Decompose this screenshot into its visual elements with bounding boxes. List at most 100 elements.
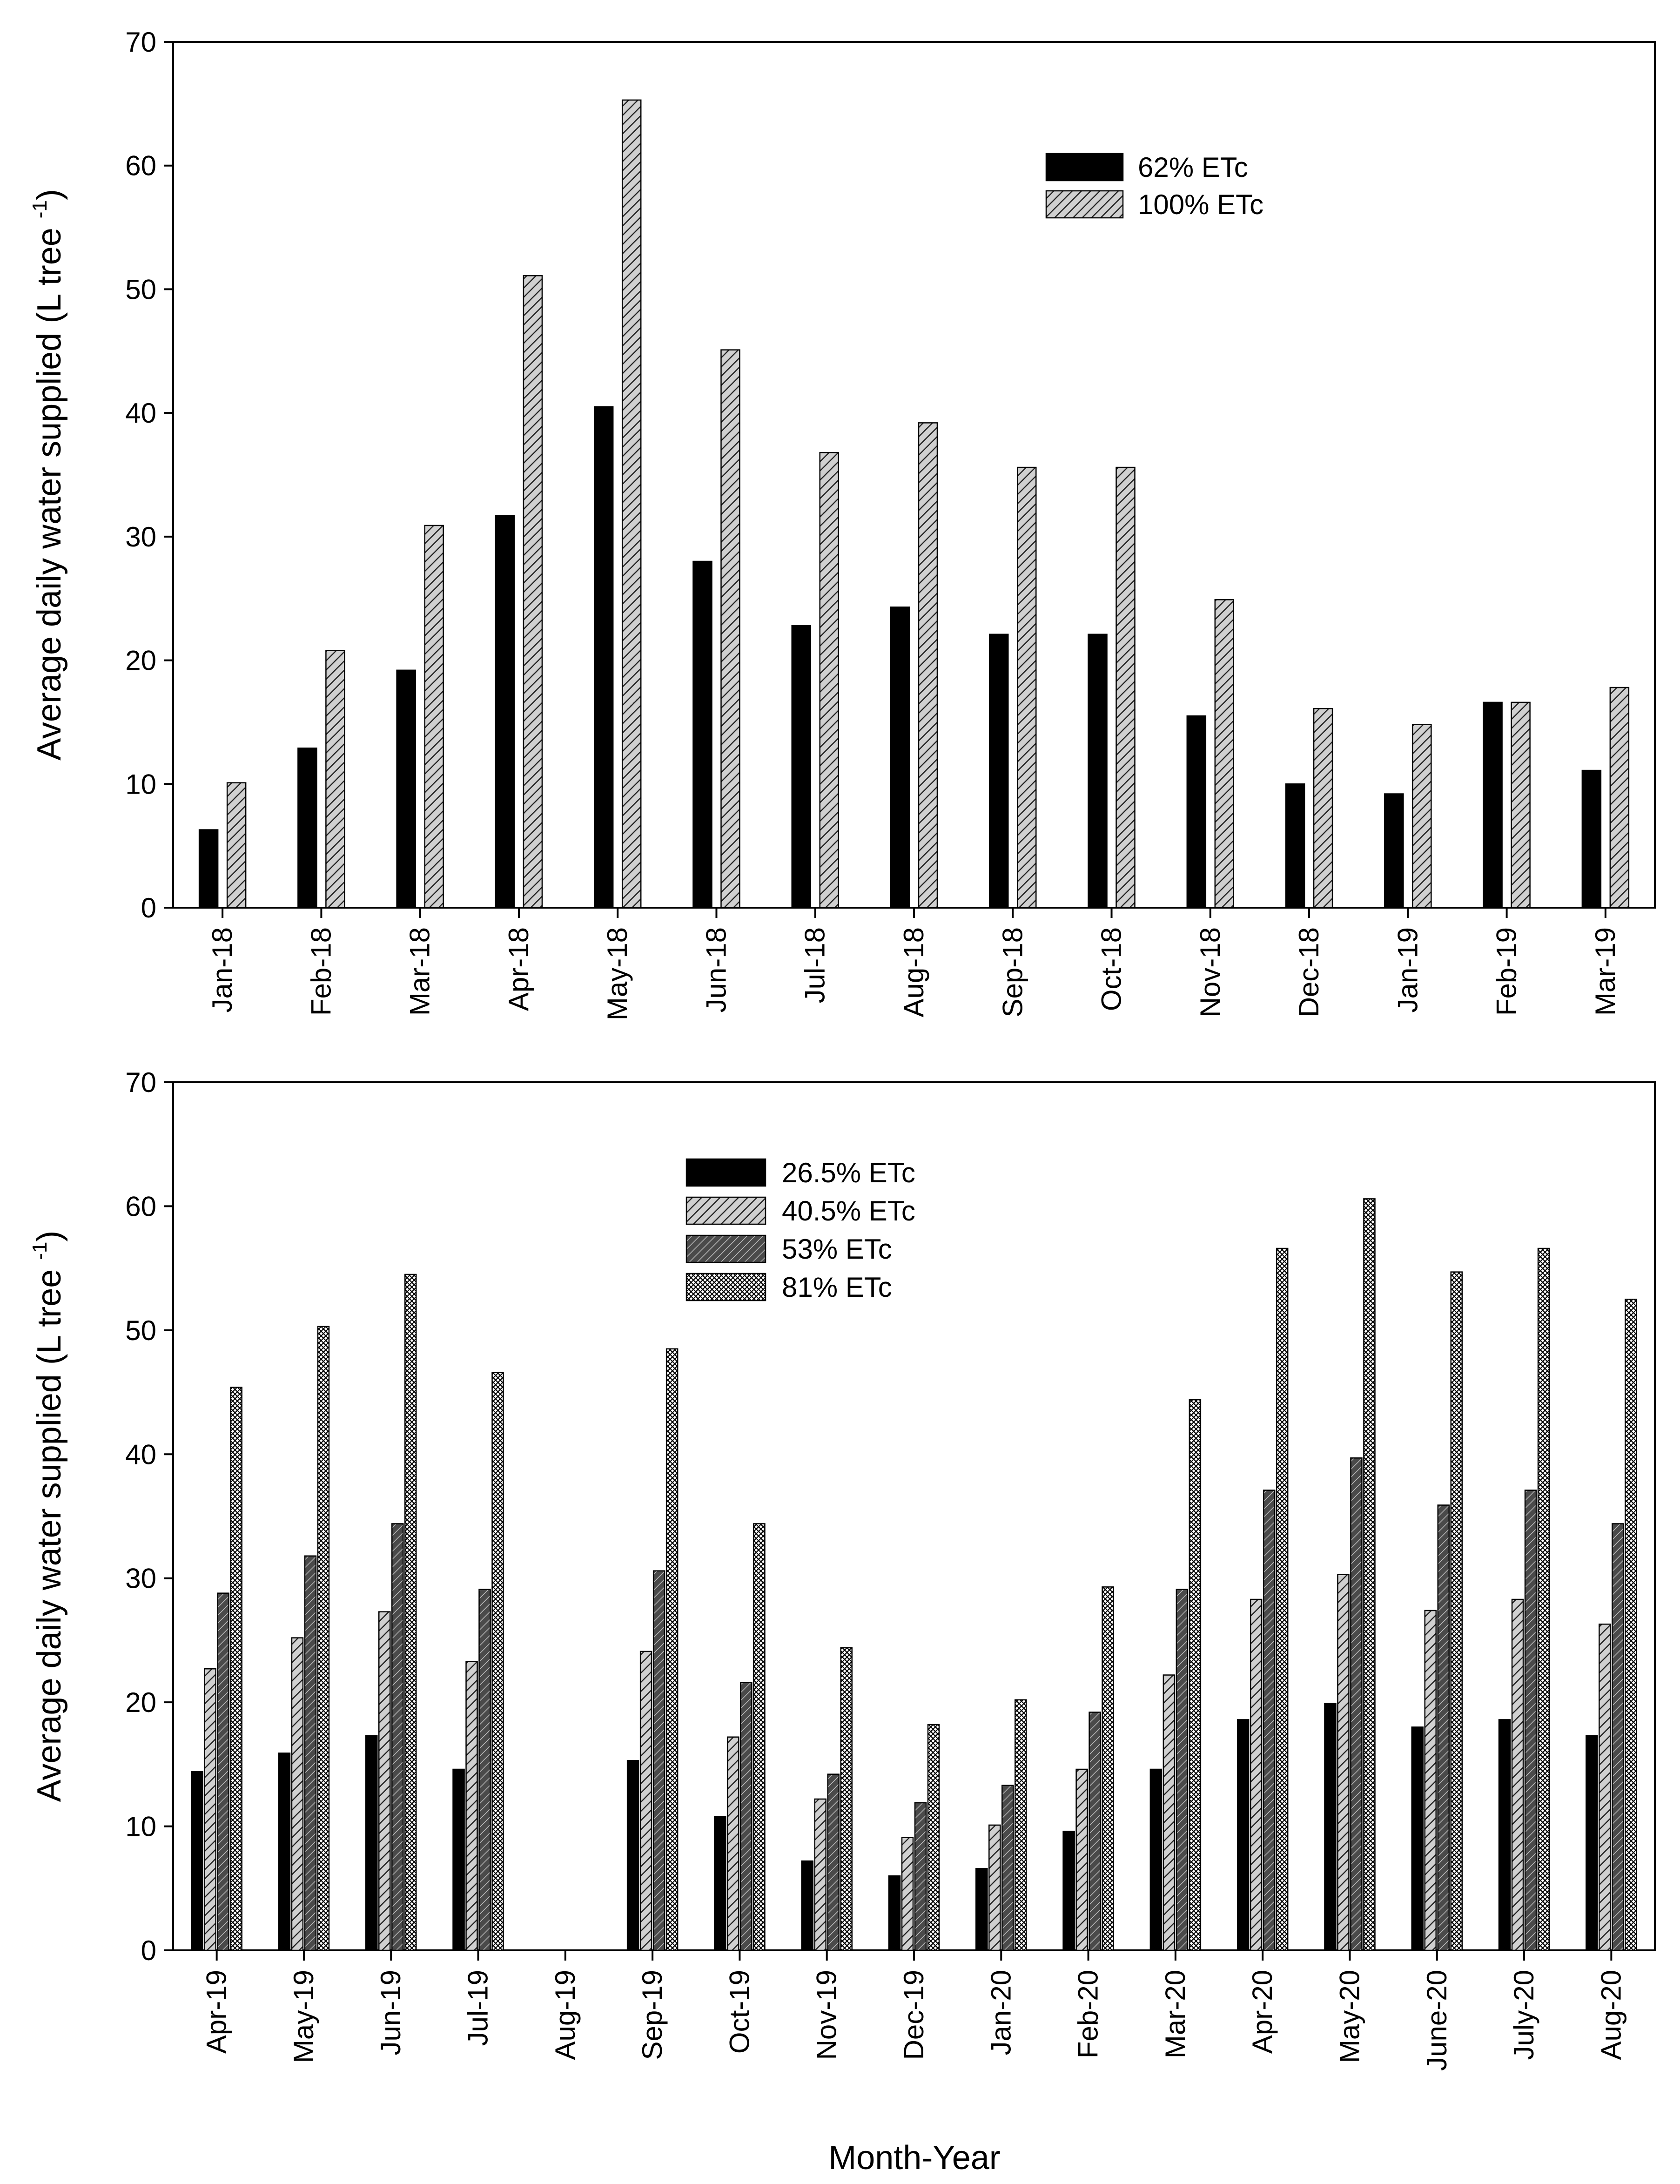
legend: 62% ETc 100% ETc: [1045, 152, 1263, 220]
x-tick-label: Feb-20: [1073, 1970, 1104, 2058]
x-tick-label: Apr-20: [1247, 1970, 1278, 2054]
x-tick-label: May-19: [288, 1970, 319, 2063]
bar: [1276, 1247, 1289, 1951]
x-tick-label: May-18: [602, 927, 633, 1020]
bar: [291, 1637, 304, 1951]
bar: [801, 1860, 813, 1951]
x-tick-label: Jan-19: [1392, 927, 1423, 1012]
y-tick-label: 0: [141, 1935, 156, 1966]
bar: [278, 1753, 291, 1951]
bar: [1412, 724, 1432, 909]
y-axis-title: Average daily water supplied (L tree -1): [28, 1231, 68, 1802]
x-tick-label: Sep-18: [997, 927, 1028, 1017]
bar: [478, 1589, 491, 1951]
y-tick-label: 30: [125, 1563, 156, 1594]
x-axis-title: Month-Year: [828, 2139, 1001, 2177]
y-tick-label: 40: [125, 398, 156, 429]
bar: [989, 634, 1009, 909]
x-tick-label: Aug-20: [1595, 1970, 1626, 2060]
legend-label: 81% ETc: [782, 1272, 892, 1303]
bar: [1313, 708, 1333, 909]
legend-swatch: [685, 1158, 766, 1187]
bar: [727, 1736, 739, 1951]
y-tick-label: 50: [125, 274, 156, 305]
x-tick-label: Oct-19: [724, 1970, 755, 2054]
bar: [692, 560, 712, 909]
y-tick-label: 20: [125, 645, 156, 676]
x-tick-label: Feb-18: [305, 927, 336, 1016]
bar: [391, 1523, 404, 1951]
bar: [1511, 701, 1531, 909]
y-tick-label: 60: [125, 150, 156, 182]
bar: [495, 515, 515, 909]
bar: [304, 1555, 317, 1951]
bar: [297, 747, 317, 909]
bar: [1017, 466, 1037, 909]
bar: [1189, 1399, 1202, 1951]
bar: [840, 1647, 853, 1951]
legend-swatch: [1045, 153, 1124, 182]
bar: [1214, 599, 1235, 909]
x-tick-label: Mar-19: [1590, 927, 1621, 1016]
bar: [1363, 1198, 1376, 1951]
bar: [1062, 1830, 1075, 1951]
x-tick-label: Jul-19: [463, 1970, 494, 2046]
bar: [1176, 1589, 1189, 1951]
bar: [1236, 1719, 1250, 1951]
y-tick-label: 10: [125, 1811, 156, 1842]
bar: [1586, 1735, 1598, 1951]
bar: [191, 1771, 203, 1951]
x-tick-label: Aug-19: [550, 1970, 581, 2060]
y-tick-label: 70: [125, 27, 156, 58]
bar: [1350, 1457, 1363, 1951]
bar: [1612, 1523, 1624, 1951]
y-tick-label: 0: [141, 892, 156, 923]
bar: [1001, 1785, 1014, 1951]
legend: 26.5% ETc 40.5% ETc 53% ETc 81% ETc: [685, 1157, 915, 1303]
bar: [740, 1682, 753, 1951]
bar: [198, 829, 219, 909]
bar: [230, 1387, 242, 1951]
bar: [890, 607, 910, 909]
bar: [621, 99, 642, 909]
bar: [1337, 1574, 1350, 1951]
chart-panel-top: 0 10 20 30 40 50 60 70 Average daily water suppl…: [28, 27, 1656, 1020]
bar: [1163, 1674, 1176, 1951]
bar: [424, 525, 444, 909]
x-tick-label: Sep-19: [637, 1970, 668, 2060]
x-tick-label: Apr-18: [503, 927, 534, 1011]
bar: [1524, 1490, 1537, 1951]
bar: [814, 1798, 827, 1951]
bar: [1511, 1598, 1524, 1951]
x-tick-label: Oct-18: [1096, 927, 1127, 1011]
legend-label: 40.5% ETc: [782, 1195, 915, 1227]
bar: [1285, 783, 1305, 909]
legend-swatch: [685, 1196, 766, 1225]
x-tick-label: Jun-18: [700, 927, 732, 1012]
bar: [378, 1611, 391, 1951]
bar: [1599, 1624, 1611, 1951]
bar: [217, 1592, 229, 1951]
bar: [1411, 1726, 1424, 1951]
legend-swatch: [685, 1273, 766, 1301]
legend-label: 62% ETc: [1138, 152, 1248, 183]
bar: [827, 1773, 840, 1951]
bar: [593, 406, 614, 909]
bar: [1102, 1586, 1114, 1951]
y-tick-label: 70: [125, 1067, 156, 1098]
y-tick-label: 60: [125, 1191, 156, 1222]
bar: [204, 1668, 216, 1951]
bar: [1537, 1247, 1550, 1951]
bar: [665, 1348, 679, 1951]
bar: [1424, 1610, 1437, 1951]
bar: [1581, 769, 1602, 909]
x-tick-label: Jan-20: [985, 1970, 1016, 2055]
bar: [465, 1660, 478, 1951]
bar: [652, 1570, 665, 1951]
legend-label: 53% ETc: [782, 1234, 892, 1265]
bar: [1250, 1598, 1263, 1951]
bar: [1075, 1768, 1088, 1951]
bar: [1625, 1299, 1637, 1951]
x-tick-label: Nov-18: [1195, 927, 1226, 1017]
bar: [901, 1837, 914, 1951]
